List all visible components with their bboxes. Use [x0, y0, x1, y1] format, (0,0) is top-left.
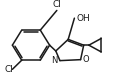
Text: N: N [51, 56, 58, 65]
Text: OH: OH [77, 14, 90, 23]
Text: Cl: Cl [5, 65, 13, 74]
Text: Cl: Cl [52, 0, 61, 9]
Text: O: O [83, 55, 89, 64]
